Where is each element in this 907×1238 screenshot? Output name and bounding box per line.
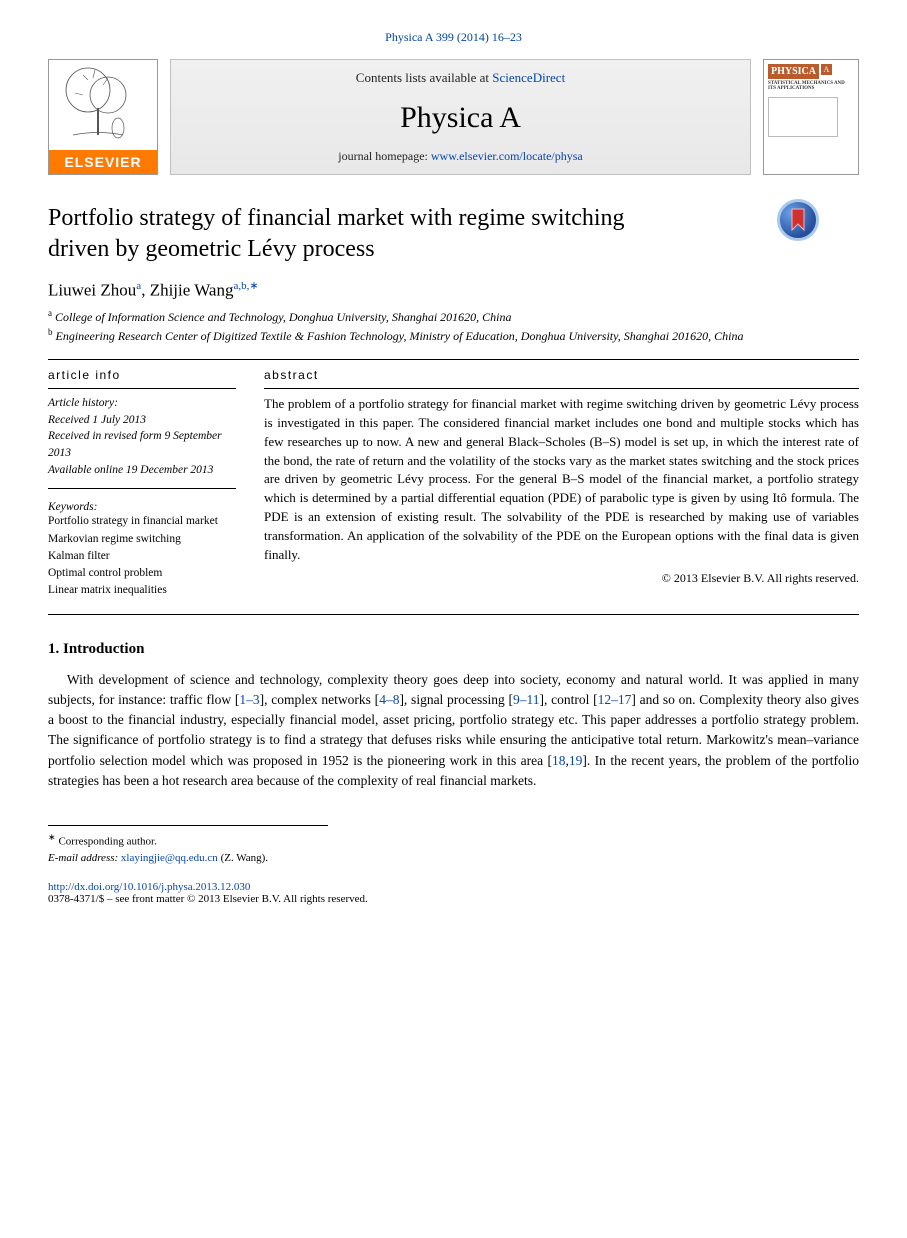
masthead: ELSEVIER Contents lists available at Sci… (48, 59, 859, 175)
keyword: Kalman filter (48, 548, 236, 565)
rule (264, 388, 859, 389)
keyword: Linear matrix inequalities (48, 582, 236, 599)
keyword: Optimal control problem (48, 565, 236, 582)
citation-link[interactable]: 12–17 (598, 692, 632, 707)
copyright: © 2013 Elsevier B.V. All rights reserved… (264, 571, 859, 586)
email-footnote: E-mail address: xlayingjie@qq.edu.cn (Z.… (48, 850, 328, 867)
rule (48, 614, 859, 615)
paragraph: With development of science and technolo… (48, 670, 859, 792)
abstract-text: The problem of a portfolio strategy for … (264, 395, 859, 565)
abstract-column: abstract The problem of a portfolio stra… (264, 368, 859, 600)
keyword: Portfolio strategy in financial market (48, 513, 236, 530)
contents-available-line: Contents lists available at ScienceDirec… (171, 70, 750, 86)
homepage-link[interactable]: www.elsevier.com/locate/physa (431, 149, 583, 163)
masthead-center: Contents lists available at ScienceDirec… (170, 59, 751, 175)
corresponding-mark[interactable]: ∗ (249, 280, 258, 292)
elsevier-logo[interactable]: ELSEVIER (48, 59, 158, 175)
author-name: Liuwei Zhou (48, 281, 136, 300)
history-line: Received 1 July 2013 (48, 412, 236, 429)
rule (48, 388, 236, 389)
homepage-prefix: journal homepage: (338, 149, 431, 163)
sciencedirect-link[interactable]: ScienceDirect (492, 70, 565, 85)
cover-title: PHYSICA (768, 64, 819, 79)
email-link[interactable]: xlayingjie@qq.edu.cn (121, 852, 218, 864)
abstract-heading: abstract (264, 368, 859, 382)
header-citation: Physica A 399 (2014) 16–23 (48, 30, 859, 45)
keyword: Markovian regime switching (48, 531, 236, 548)
doi-link[interactable]: http://dx.doi.org/10.1016/j.physa.2013.1… (48, 881, 250, 893)
affiliation: b Engineering Research Center of Digitiz… (48, 326, 859, 345)
history-line: Article history: (48, 395, 236, 412)
section-heading: 1. Introduction (48, 641, 859, 658)
crossmark-badge[interactable] (777, 199, 819, 241)
citation-link[interactable]: 4–8 (379, 692, 399, 707)
cover-box (768, 97, 838, 137)
footnotes: ∗ Corresponding author. E-mail address: … (48, 825, 328, 867)
history-line: Available online 19 December 2013 (48, 462, 236, 479)
history-line: Received in revised form 9 September 201… (48, 428, 236, 461)
rule (48, 359, 859, 360)
bookmark-icon (788, 207, 808, 233)
article-info-column: article info Article history: Received 1… (48, 368, 236, 600)
citation-link[interactable]: 9–11 (513, 692, 540, 707)
journal-cover-thumbnail[interactable]: PHYSICA A STATISTICAL MECHANICS AND ITS … (763, 59, 859, 175)
author-name: Zhijie Wang (150, 281, 234, 300)
authors: Liuwei Zhoua, Zhijie Wanga,b,∗ (48, 279, 859, 301)
doi-block: http://dx.doi.org/10.1016/j.physa.2013.1… (48, 881, 859, 905)
citation-link[interactable]: 1–3 (239, 692, 259, 707)
cover-letter: A (821, 64, 833, 75)
rule (48, 488, 236, 489)
affiliation: a College of Information Science and Tec… (48, 307, 859, 326)
elsevier-brand-text: ELSEVIER (49, 150, 157, 174)
citation-link[interactable]: 18 (552, 753, 566, 768)
citation-link[interactable]: 19 (569, 753, 583, 768)
homepage-line: journal homepage: www.elsevier.com/locat… (171, 149, 750, 164)
elsevier-tree-icon (49, 60, 157, 150)
cover-subtitle: STATISTICAL MECHANICS AND ITS APPLICATIO… (768, 81, 854, 91)
author-aff-key[interactable]: a,b, (233, 280, 249, 292)
contents-prefix: Contents lists available at (356, 70, 492, 85)
affiliations: a College of Information Science and Tec… (48, 307, 859, 345)
corresponding-footnote: ∗ Corresponding author. (48, 831, 328, 850)
keywords-heading: Keywords: (48, 501, 236, 513)
journal-title: Physica A (171, 101, 750, 135)
issn-line: 0378-4371/$ – see front matter © 2013 El… (48, 893, 368, 905)
author-aff-key[interactable]: a (136, 280, 141, 292)
article-info-heading: article info (48, 368, 236, 382)
body-text: With development of science and technolo… (48, 670, 859, 792)
article-title: Portfolio strategy of financial market w… (48, 203, 668, 265)
